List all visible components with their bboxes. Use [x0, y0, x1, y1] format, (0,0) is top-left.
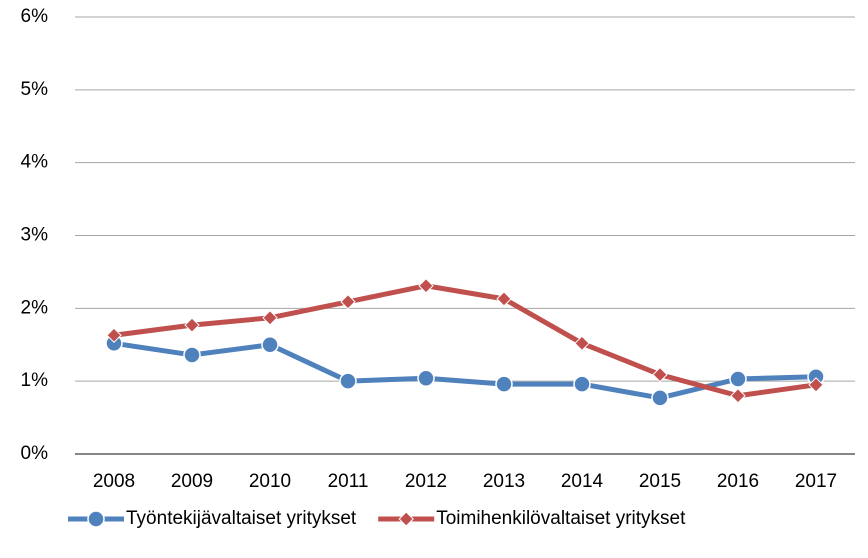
marker	[339, 372, 357, 390]
marker	[574, 335, 590, 352]
marker	[106, 327, 122, 343]
x-tick-label: 2008	[93, 471, 135, 492]
marker	[261, 336, 279, 354]
y-tick-label: 6%	[21, 6, 49, 27]
legend-item: Toimihenkilövaltaiset yritykset	[378, 508, 686, 529]
x-tick-label: 2017	[795, 471, 837, 492]
marker	[496, 291, 512, 307]
marker	[340, 294, 356, 310]
legend-label: Työntekijävaltaiset yritykset	[126, 508, 357, 529]
x-tick-label: 2011	[328, 471, 369, 492]
x-tick-label: 2013	[483, 471, 525, 492]
marker	[262, 310, 278, 326]
marker	[573, 375, 591, 393]
x-tick-label: 2010	[249, 471, 291, 492]
legend-label: Toimihenkilövaltaiset yritykset	[436, 508, 686, 529]
legend-item: Työntekijävaltaiset yritykset	[68, 508, 357, 529]
marker	[808, 377, 824, 393]
y-tick-label: 4%	[21, 152, 49, 173]
series-line	[113, 283, 817, 399]
marker	[495, 375, 513, 393]
marker	[651, 389, 669, 407]
x-tick-label: 2016	[717, 471, 759, 492]
marker	[417, 369, 435, 388]
legend-marker	[398, 511, 414, 527]
y-tick-label: 1%	[21, 370, 49, 391]
y-tick-label: 0%	[21, 443, 49, 464]
series-line	[113, 340, 817, 401]
marker	[184, 317, 200, 333]
y-tick-label: 5%	[21, 79, 49, 100]
x-tick-label: 2012	[405, 471, 447, 492]
marker	[183, 346, 201, 364]
x-tick-label: 2014	[561, 471, 604, 492]
marker	[418, 278, 434, 294]
y-tick-label: 3%	[21, 225, 49, 246]
marker	[730, 388, 746, 404]
x-tick-label: 2009	[171, 471, 213, 492]
y-tick-label: 2%	[21, 297, 49, 318]
legend-marker	[87, 510, 105, 528]
marker	[729, 370, 747, 388]
marker	[652, 366, 668, 383]
x-tick-label: 2015	[639, 471, 681, 492]
